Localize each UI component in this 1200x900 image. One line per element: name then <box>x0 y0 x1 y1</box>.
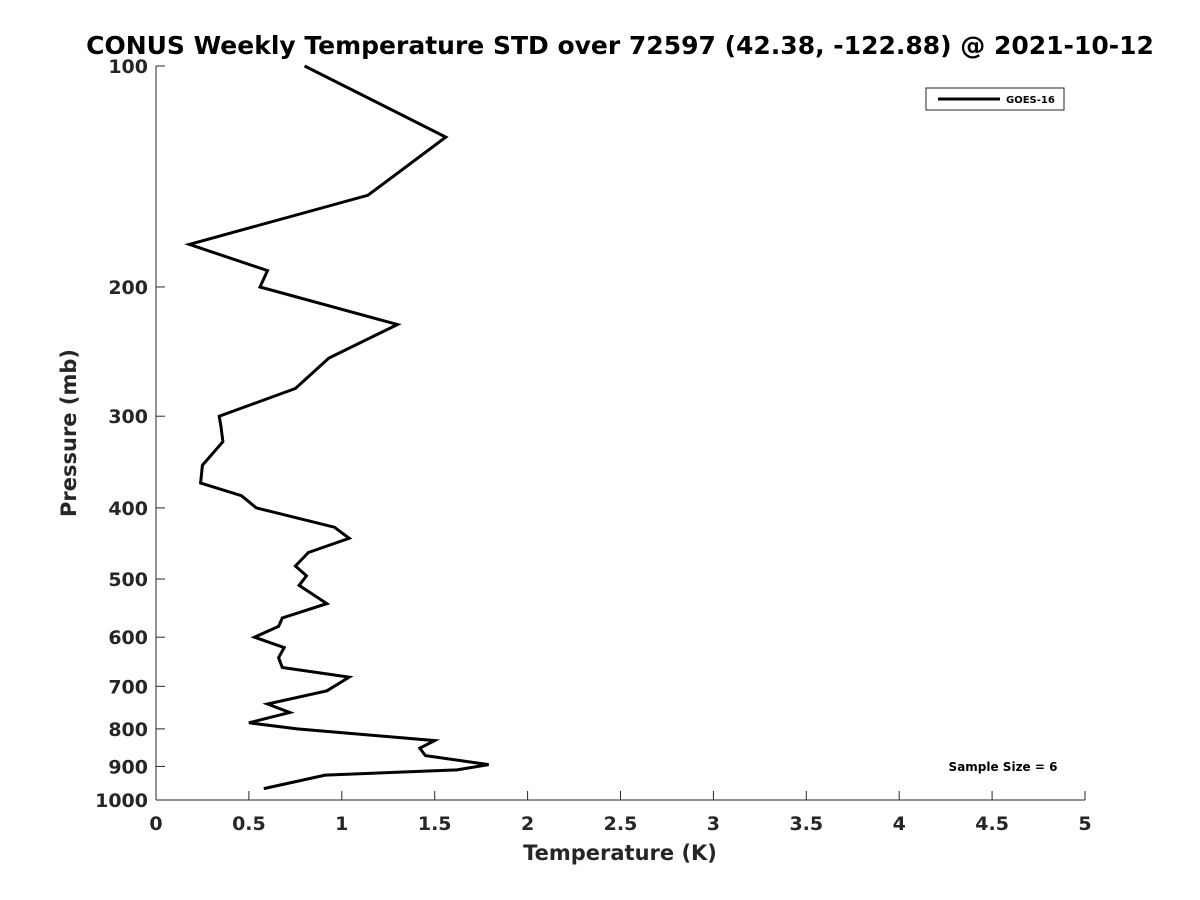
x-tick-label: 3.5 <box>789 813 823 835</box>
x-tick-label: 4 <box>893 813 906 835</box>
x-tick-label: 0 <box>149 813 162 835</box>
x-tick-label: 1 <box>335 813 348 835</box>
x-tick-label: 2.5 <box>604 813 638 835</box>
y-tick-label: 900 <box>108 756 148 778</box>
series-layer <box>184 64 489 791</box>
legend: GOES-16 <box>925 87 1065 111</box>
y-tick-label: 100 <box>108 56 148 78</box>
y-tick-label: 800 <box>108 719 148 741</box>
y-tick-label: 400 <box>108 498 148 520</box>
x-tick-label: 2 <box>521 813 534 835</box>
x-tick-label: 4.5 <box>975 813 1009 835</box>
y-tick-label: 700 <box>108 676 148 698</box>
x-axis-label: Temperature (K) <box>523 841 717 865</box>
x-tick-label: 3 <box>707 813 720 835</box>
x-tick-label: 0.5 <box>232 813 266 835</box>
legend-label-goes-16: GOES-16 <box>1006 95 1055 106</box>
series-line-goes-16 <box>184 64 489 791</box>
y-tick-label: 200 <box>108 277 148 299</box>
y-tick-label: 1000 <box>95 790 148 812</box>
sample-size-annotation: Sample Size = 6 <box>949 760 1058 774</box>
y-tick-label: 500 <box>108 569 148 591</box>
y-axis-label: Pressure (mb) <box>57 349 81 517</box>
x-tick-label: 5 <box>1078 813 1091 835</box>
y-tick-label: 300 <box>108 406 148 428</box>
x-tick-label: 1.5 <box>418 813 452 835</box>
y-tick-label: 600 <box>108 627 148 649</box>
y-ticks: 100 200 300 400 500 600 700 800 900 1000 <box>95 56 165 812</box>
chart-title: CONUS Weekly Temperature STD over 72597 … <box>86 31 1154 60</box>
x-ticks: 0 0.5 1 1.5 2 2.5 3 3.5 4 4.5 5 <box>149 791 1092 835</box>
